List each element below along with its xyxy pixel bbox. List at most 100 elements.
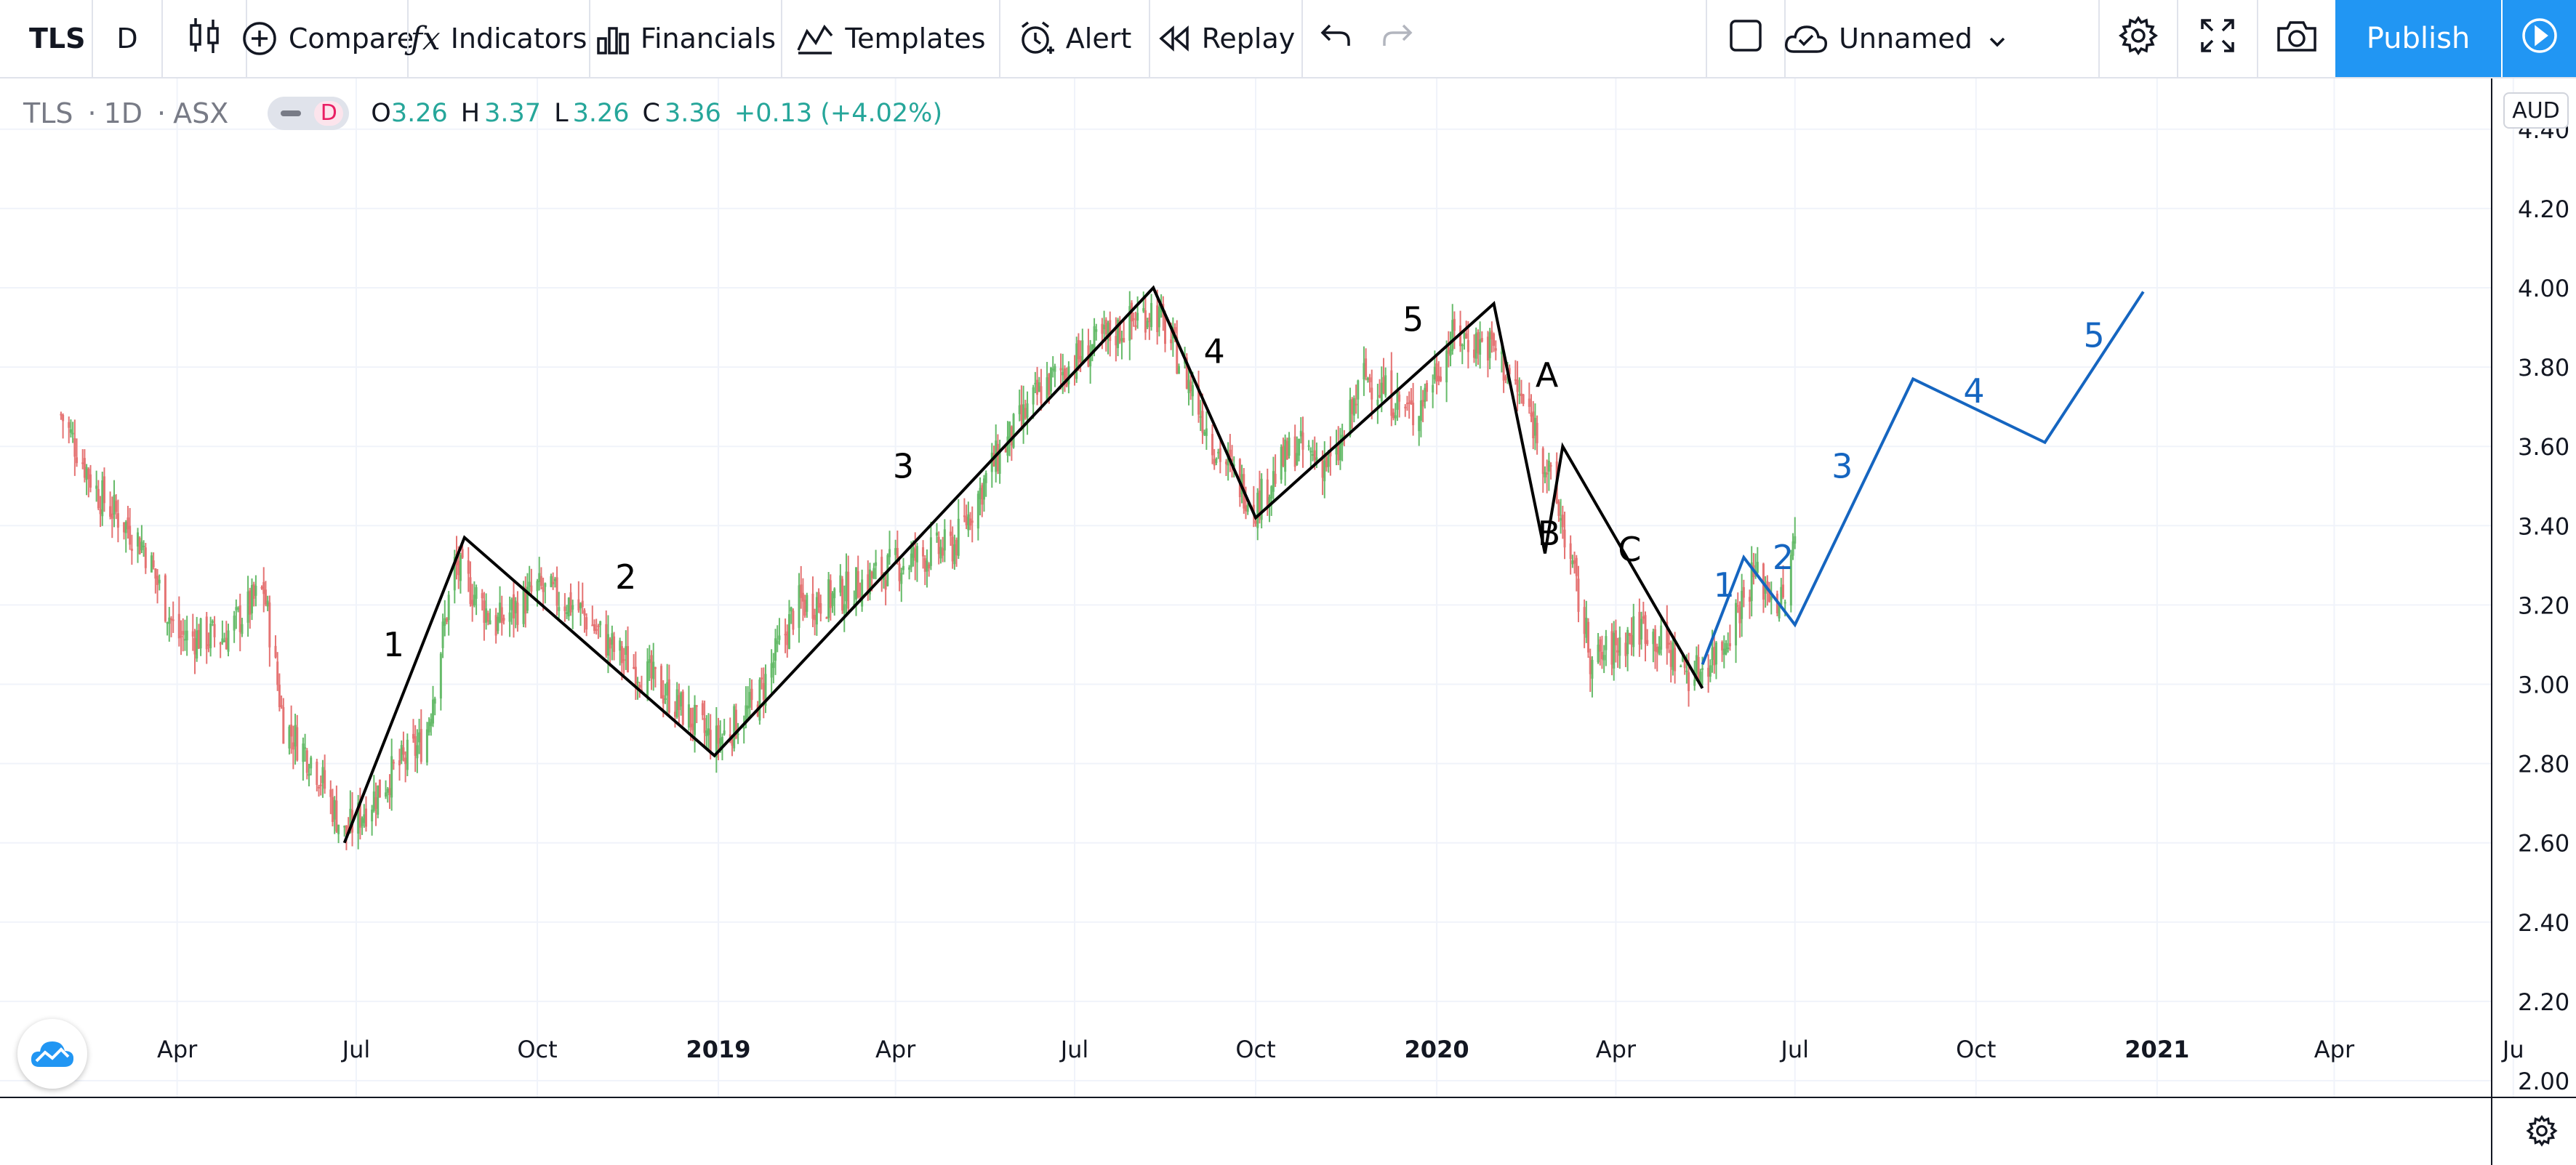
financials-label: Financials bbox=[640, 23, 777, 55]
play-button[interactable] bbox=[2503, 0, 2576, 77]
candle-body bbox=[778, 635, 781, 640]
candle-body bbox=[597, 625, 600, 627]
chart-pane[interactable]: 4.40 4.20 4.00 3.80 3.60 3.40 3.20 3.00 2.80 2.60… bbox=[0, 78, 2576, 1165]
dividends-badge: D bbox=[314, 101, 344, 126]
candle-body bbox=[1238, 459, 1241, 498]
candle-body bbox=[1189, 382, 1192, 392]
candle-body bbox=[792, 610, 795, 630]
candle-body bbox=[1463, 332, 1466, 339]
candle-body bbox=[1404, 406, 1407, 408]
divider bbox=[246, 0, 247, 77]
indicators-button[interactable]: ƒx Indicators bbox=[409, 0, 589, 77]
candle-body bbox=[963, 515, 966, 517]
tradingview-logo[interactable] bbox=[17, 1019, 87, 1089]
price-tick-label: 3.60 bbox=[2518, 433, 2569, 461]
candle-body bbox=[1026, 403, 1029, 418]
candle-body bbox=[213, 624, 216, 637]
candle-body bbox=[701, 703, 704, 716]
divider bbox=[1301, 0, 1303, 77]
candle-body bbox=[646, 661, 649, 697]
candle-body bbox=[333, 799, 336, 820]
candle-body bbox=[416, 745, 419, 759]
candle-body bbox=[1022, 404, 1025, 425]
candle-body bbox=[567, 597, 570, 617]
candle-body bbox=[691, 723, 694, 730]
candle-body bbox=[1707, 667, 1710, 677]
candle-body bbox=[85, 467, 88, 480]
candle-body bbox=[1432, 384, 1435, 393]
publish-button[interactable]: Publish bbox=[2335, 0, 2501, 77]
fullscreen-toggle-button[interactable] bbox=[1707, 0, 1784, 77]
candle-body bbox=[1544, 472, 1546, 477]
candle-body bbox=[1605, 636, 1608, 650]
candle-body bbox=[1583, 607, 1586, 634]
candle-body bbox=[1418, 416, 1421, 432]
candle-body bbox=[1038, 382, 1040, 392]
chart-style-button[interactable] bbox=[163, 0, 246, 77]
candle-body bbox=[1197, 384, 1200, 415]
fullscreen-button[interactable] bbox=[2178, 0, 2257, 77]
candle-body bbox=[1363, 363, 1365, 380]
candle-body bbox=[1750, 562, 1753, 602]
candle-body bbox=[1656, 647, 1658, 653]
candle-body bbox=[1536, 422, 1538, 443]
candle-body bbox=[1327, 452, 1330, 467]
divider bbox=[589, 0, 590, 77]
candle-body bbox=[984, 472, 987, 483]
candle-body bbox=[154, 568, 157, 579]
candle-body bbox=[514, 600, 517, 613]
projected-wave-line bbox=[1701, 291, 2145, 665]
wave-label: 1 bbox=[383, 625, 404, 664]
series-visibility-toggle[interactable]: D bbox=[268, 97, 350, 130]
candle-body bbox=[371, 810, 374, 822]
candle-body bbox=[786, 631, 789, 645]
chart-background bbox=[0, 78, 2576, 1165]
candle-body bbox=[709, 730, 712, 754]
replay-button[interactable]: Replay bbox=[1150, 0, 1301, 77]
candle-body bbox=[1783, 602, 1786, 604]
interval-label: D bbox=[116, 23, 138, 55]
legend-dot: · bbox=[87, 97, 97, 129]
redo-icon bbox=[1380, 21, 1415, 57]
candle-body bbox=[158, 579, 161, 584]
currency-label[interactable]: AUD bbox=[2503, 92, 2569, 129]
undo-button[interactable] bbox=[1303, 0, 1368, 77]
candle-body bbox=[1156, 305, 1159, 332]
candle-body bbox=[833, 588, 836, 599]
candle-body bbox=[707, 728, 710, 735]
candle-body bbox=[1624, 642, 1627, 656]
redo-button[interactable] bbox=[1365, 0, 1429, 77]
interval-button[interactable]: D bbox=[93, 0, 161, 77]
scale-settings-button[interactable] bbox=[2521, 1110, 2562, 1151]
candle-body bbox=[1502, 352, 1505, 381]
candle-body bbox=[1479, 339, 1482, 355]
financials-button[interactable]: Financials bbox=[590, 0, 781, 77]
candle-body bbox=[1520, 393, 1522, 396]
candle-body bbox=[136, 532, 139, 547]
candle-body bbox=[902, 565, 904, 571]
candle-body bbox=[1560, 517, 1562, 521]
candle-body bbox=[1530, 412, 1533, 417]
candle-body bbox=[473, 594, 476, 606]
templates-button[interactable]: Templates bbox=[782, 0, 999, 77]
candle-body bbox=[951, 536, 954, 562]
compare-button[interactable]: Compare bbox=[243, 0, 414, 77]
layout-name-button[interactable]: Unnamed bbox=[1785, 0, 2005, 77]
chart-settings-button[interactable] bbox=[2100, 0, 2177, 77]
candle-body bbox=[613, 636, 616, 652]
candle-body bbox=[1688, 672, 1690, 691]
candle-body bbox=[209, 624, 212, 648]
candle-body bbox=[1666, 621, 1669, 649]
candle-body bbox=[1018, 405, 1021, 414]
candle-body bbox=[1660, 625, 1663, 650]
candle-body bbox=[868, 569, 871, 594]
time-tick-label: Apr bbox=[1596, 1036, 1637, 1063]
snapshot-button[interactable] bbox=[2258, 0, 2335, 77]
price-chart[interactable]: 4.404.204.003.803.603.403.203.002.802.60… bbox=[0, 78, 2576, 1165]
candle-body bbox=[246, 591, 249, 623]
candle-body bbox=[870, 572, 873, 579]
candle-body bbox=[981, 485, 984, 505]
symbol-search-button[interactable]: TLS bbox=[0, 0, 92, 77]
alert-button[interactable]: Alert bbox=[1000, 0, 1149, 77]
candle-body bbox=[715, 725, 718, 758]
